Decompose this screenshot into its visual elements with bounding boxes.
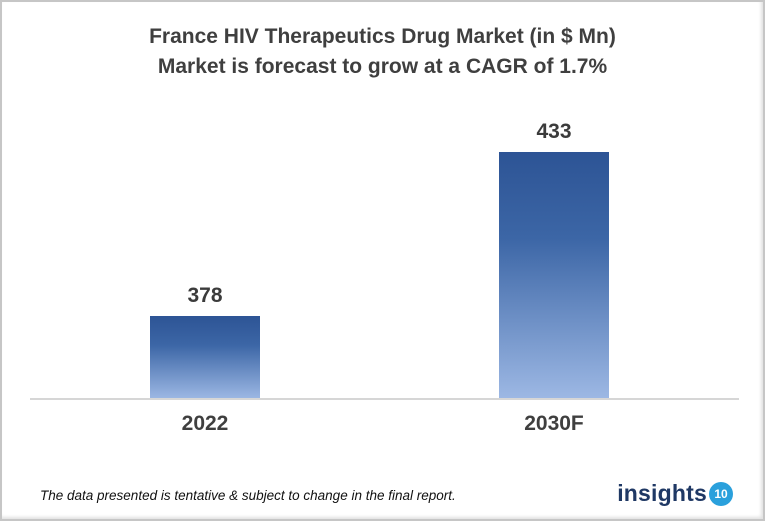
bar-value-label-2022: 378	[187, 284, 223, 307]
chart-title: France HIV Therapeutics Drug Market (in …	[2, 22, 763, 83]
bar-value-label-2030f: 433	[536, 120, 572, 143]
x-axis-line	[30, 398, 739, 400]
logo-wordmark: insights	[617, 480, 707, 506]
bar-2030f	[499, 152, 609, 399]
bar-2022	[150, 316, 260, 399]
footer-disclaimer: The data presented is tentative & subjec…	[40, 488, 456, 503]
chart-title-line2: Market is forecast to grow at a CAGR of …	[157, 55, 608, 79]
insights10-logo: insights 10	[617, 480, 733, 507]
x-axis-label-2022: 2022	[181, 412, 229, 435]
logo-10-badge: 10	[709, 481, 733, 506]
x-axis-label-2030f: 2030F	[524, 412, 584, 435]
bar-column-2022: 378	[150, 284, 260, 399]
bar-column-2030f: 433	[499, 120, 609, 399]
chart-title-line1: France HIV Therapeutics Drug Market (in …	[149, 25, 616, 48]
plot-area: 378 433	[30, 101, 739, 400]
